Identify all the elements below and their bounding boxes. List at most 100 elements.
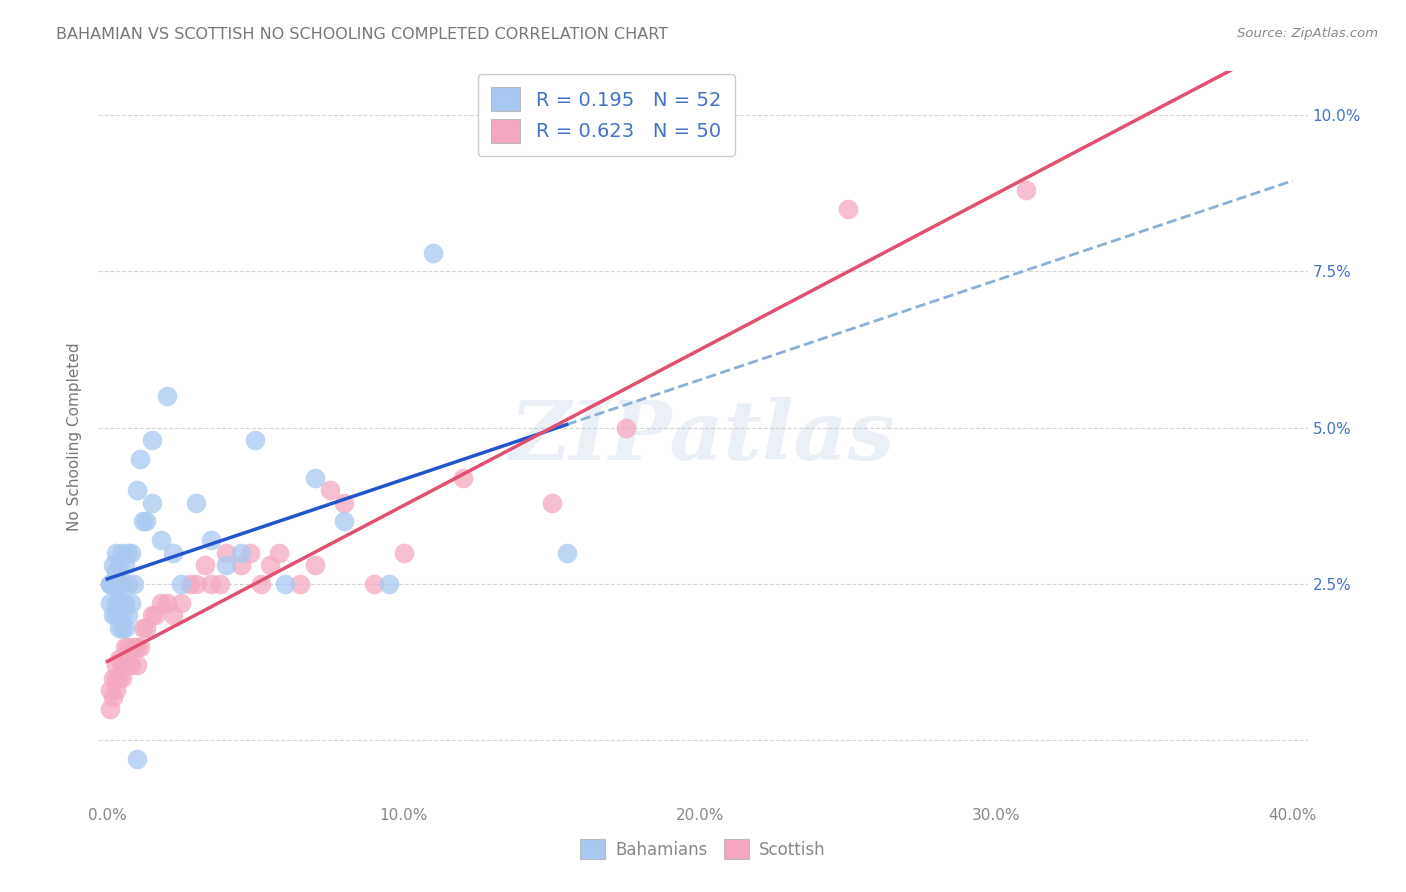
- Point: [274, 577, 297, 591]
- Point: [125, 640, 148, 654]
- Point: [149, 533, 172, 548]
- Point: [132, 621, 155, 635]
- Point: [125, 658, 148, 673]
- Point: [333, 515, 356, 529]
- Point: [135, 621, 157, 635]
- Point: [105, 683, 128, 698]
- Point: [155, 596, 177, 610]
- Point: [333, 496, 356, 510]
- Point: [117, 546, 139, 560]
- Point: [215, 546, 238, 560]
- Point: [103, 690, 125, 704]
- Point: [108, 621, 131, 635]
- Point: [105, 577, 128, 591]
- Point: [111, 608, 134, 623]
- Point: [117, 658, 139, 673]
- Point: [318, 483, 340, 498]
- Text: ZIPatlas: ZIPatlas: [510, 397, 896, 477]
- Point: [103, 608, 125, 623]
- Point: [141, 608, 163, 623]
- Point: [111, 596, 134, 610]
- Point: [108, 671, 131, 685]
- Point: [170, 577, 193, 591]
- Point: [250, 577, 273, 591]
- Point: [141, 496, 163, 510]
- Point: [98, 702, 121, 716]
- Point: [98, 596, 121, 610]
- Point: [103, 558, 125, 573]
- Point: [304, 558, 326, 573]
- Point: [108, 577, 131, 591]
- Point: [111, 658, 134, 673]
- Point: [105, 658, 128, 673]
- Point: [103, 577, 125, 591]
- Point: [837, 202, 859, 216]
- Point: [555, 546, 578, 560]
- Point: [105, 671, 128, 685]
- Point: [392, 546, 415, 560]
- Point: [120, 658, 142, 673]
- Point: [129, 640, 152, 654]
- Point: [114, 658, 136, 673]
- Point: [162, 608, 184, 623]
- Point: [114, 596, 136, 610]
- Point: [229, 546, 252, 560]
- Point: [170, 596, 193, 610]
- Point: [259, 558, 281, 573]
- Point: [120, 596, 142, 610]
- Point: [215, 558, 238, 573]
- Point: [103, 671, 125, 685]
- Point: [229, 558, 252, 573]
- Point: [105, 546, 128, 560]
- Point: [200, 577, 222, 591]
- Point: [117, 640, 139, 654]
- Point: [105, 608, 128, 623]
- Y-axis label: No Schooling Completed: No Schooling Completed: [67, 343, 83, 532]
- Point: [125, 483, 148, 498]
- Text: BAHAMIAN VS SCOTTISH NO SCHOOLING COMPLETED CORRELATION CHART: BAHAMIAN VS SCOTTISH NO SCHOOLING COMPLE…: [56, 27, 668, 42]
- Point: [614, 420, 637, 434]
- Point: [98, 683, 121, 698]
- Point: [114, 621, 136, 635]
- Point: [245, 434, 267, 448]
- Point: [114, 558, 136, 573]
- Point: [186, 496, 208, 510]
- Point: [105, 565, 128, 579]
- Point: [451, 471, 474, 485]
- Point: [179, 577, 201, 591]
- Point: [288, 577, 311, 591]
- Point: [363, 577, 385, 591]
- Point: [304, 471, 326, 485]
- Point: [117, 608, 139, 623]
- Point: [143, 608, 166, 623]
- Point: [114, 640, 136, 654]
- Point: [194, 558, 217, 573]
- Point: [111, 577, 134, 591]
- Point: [108, 558, 131, 573]
- Point: [422, 245, 444, 260]
- Point: [129, 452, 152, 467]
- Point: [239, 546, 262, 560]
- Point: [155, 389, 177, 403]
- Point: [120, 546, 142, 560]
- Point: [117, 577, 139, 591]
- Point: [208, 577, 231, 591]
- Point: [135, 515, 157, 529]
- Point: [149, 596, 172, 610]
- Point: [98, 577, 121, 591]
- Point: [162, 546, 184, 560]
- Point: [108, 652, 131, 666]
- Legend: Bahamians, Scottish: Bahamians, Scottish: [572, 830, 834, 868]
- Point: [105, 596, 128, 610]
- Point: [111, 671, 134, 685]
- Point: [103, 577, 125, 591]
- Point: [122, 577, 145, 591]
- Point: [98, 577, 121, 591]
- Point: [111, 621, 134, 635]
- Point: [111, 546, 134, 560]
- Point: [122, 640, 145, 654]
- Point: [108, 596, 131, 610]
- Point: [125, 752, 148, 766]
- Text: Source: ZipAtlas.com: Source: ZipAtlas.com: [1237, 27, 1378, 40]
- Point: [540, 496, 562, 510]
